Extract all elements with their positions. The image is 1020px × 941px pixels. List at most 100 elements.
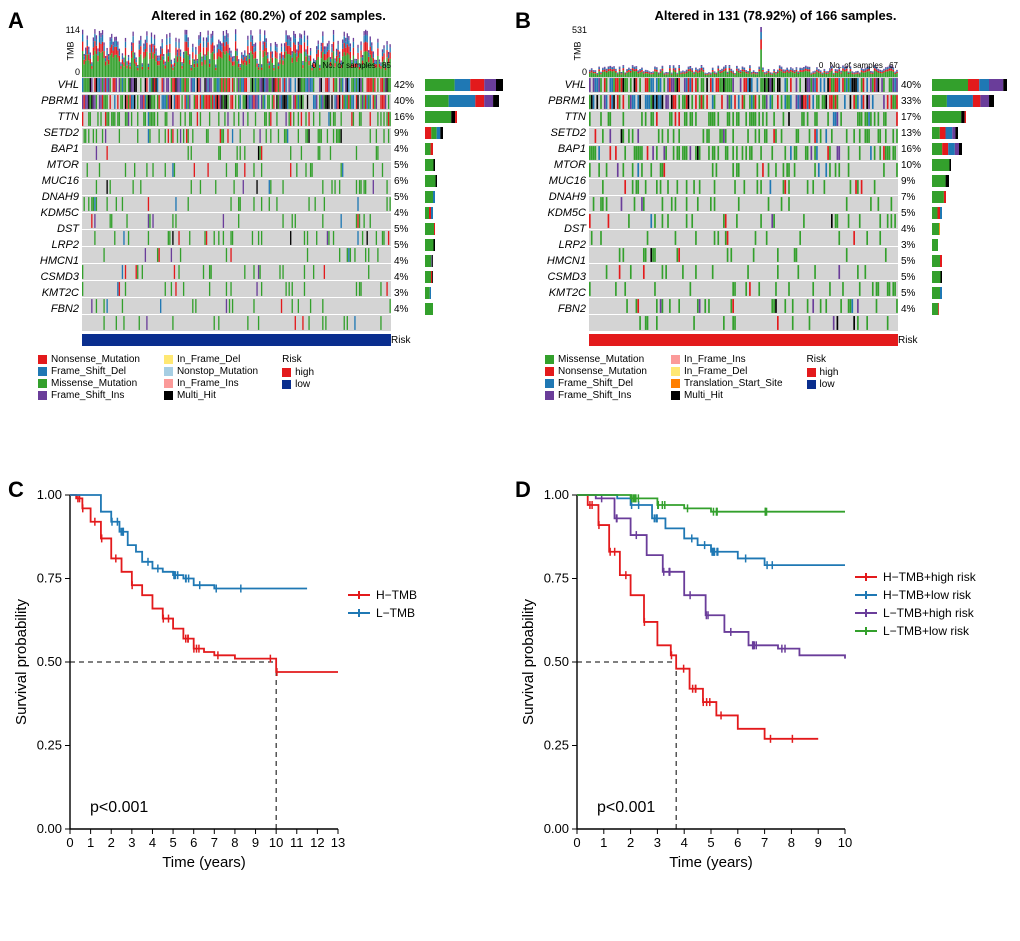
- gene-percent: 42%: [394, 77, 425, 93]
- gene-label: KDM5C: [547, 205, 586, 221]
- legend-item: Nonsense_Mutation: [545, 366, 647, 377]
- svg-text:6: 6: [190, 835, 197, 850]
- gene-percent: 4%: [394, 253, 425, 269]
- gene-percent: 5%: [394, 237, 425, 253]
- gene-percent: 40%: [394, 93, 425, 109]
- svg-text:L−TMB+low risk: L−TMB+low risk: [883, 624, 970, 638]
- panel-letter-A: A: [8, 8, 24, 34]
- gene-label: CSMD3: [547, 269, 586, 285]
- svg-text:4: 4: [149, 835, 156, 850]
- svg-text:0.25: 0.25: [544, 738, 569, 753]
- legend-item: Nonsense_Mutation: [38, 354, 140, 365]
- svg-text:Time (years): Time (years): [669, 854, 753, 871]
- gene-percent: 16%: [394, 109, 425, 125]
- gene-percent: 9%: [901, 173, 932, 189]
- gene-percent: 4%: [394, 205, 425, 221]
- gene-label: PBRM1: [41, 93, 79, 109]
- gene-label: HMCN1: [547, 253, 586, 269]
- svg-text:10: 10: [269, 835, 283, 850]
- gene-percent: 5%: [394, 189, 425, 205]
- legend-item: Frame_Shift_Ins: [38, 390, 140, 401]
- svg-text:2: 2: [627, 835, 634, 850]
- pvalue-label: p<0.001: [597, 799, 655, 817]
- legend-item: high: [282, 367, 314, 378]
- legend-item: Multi_Hit: [671, 390, 783, 401]
- legend-item: Frame_Shift_Del: [545, 378, 647, 389]
- svg-text:1.00: 1.00: [544, 487, 569, 502]
- gene-percent: 9%: [394, 125, 425, 141]
- svg-text:1.00: 1.00: [37, 487, 62, 502]
- gene-label: LRP2: [558, 237, 586, 253]
- legend-item: In_Frame_Del: [164, 354, 258, 365]
- legend-item: Translation_Start_Site: [671, 378, 783, 389]
- svg-text:Survival probability: Survival probability: [520, 599, 537, 725]
- svg-text:0.25: 0.25: [37, 738, 62, 753]
- svg-text:Time (years): Time (years): [162, 854, 246, 871]
- gene-percent: 17%: [901, 109, 932, 125]
- onco-title: Altered in 162 (80.2%) of 202 samples.: [32, 8, 505, 23]
- panel-letter-B: B: [515, 8, 531, 34]
- gene-percent: 13%: [901, 125, 932, 141]
- legend-item: In_Frame_Del: [671, 366, 783, 377]
- gene-percent: 4%: [901, 221, 932, 237]
- gene-label: SETD2: [551, 125, 586, 141]
- svg-text:0: 0: [66, 835, 73, 850]
- gene-label: KMT2C: [549, 285, 586, 301]
- svg-text:1: 1: [87, 835, 94, 850]
- svg-text:0.75: 0.75: [544, 571, 569, 586]
- svg-text:9: 9: [815, 835, 822, 850]
- gene-percent: 5%: [394, 221, 425, 237]
- svg-text:13: 13: [331, 835, 345, 850]
- legend-item: Multi_Hit: [164, 390, 258, 401]
- legend-item: high: [807, 367, 839, 378]
- gene-label: SETD2: [44, 125, 79, 141]
- svg-text:0.50: 0.50: [544, 654, 569, 669]
- svg-text:H−TMB+low risk: H−TMB+low risk: [883, 588, 972, 602]
- gene-label: DNAH9: [42, 189, 79, 205]
- legend-item: Frame_Shift_Del: [38, 366, 140, 377]
- gene-label: DST: [57, 221, 79, 237]
- svg-text:4: 4: [681, 835, 688, 850]
- gene-label: PBRM1: [548, 93, 586, 109]
- svg-text:H−TMB+high risk: H−TMB+high risk: [883, 570, 977, 584]
- svg-text:9: 9: [252, 835, 259, 850]
- gene-label: BAP1: [51, 141, 79, 157]
- gene-percent: 4%: [394, 269, 425, 285]
- gene-percent: 3%: [394, 285, 425, 301]
- gene-percent: 33%: [901, 93, 932, 109]
- legend-item: low: [807, 379, 839, 390]
- gene-label: MTOR: [554, 157, 586, 173]
- svg-text:0.00: 0.00: [544, 821, 569, 836]
- gene-percent: 40%: [901, 77, 932, 93]
- gene-label: HMCN1: [40, 253, 79, 269]
- gene-label: LRP2: [51, 237, 79, 253]
- gene-percent: 5%: [901, 205, 932, 221]
- gene-percent: 3%: [901, 237, 932, 253]
- gene-percent: 7%: [901, 189, 932, 205]
- gene-percent: 5%: [901, 285, 932, 301]
- svg-text:7: 7: [211, 835, 218, 850]
- gene-label: VHL: [565, 77, 586, 93]
- gene-percent: 4%: [394, 301, 425, 317]
- gene-label: DST: [564, 221, 586, 237]
- gene-label: MUC16: [549, 173, 586, 189]
- gene-label: KDM5C: [40, 205, 79, 221]
- gene-percent: 4%: [901, 301, 932, 317]
- gene-percent: 10%: [901, 157, 932, 173]
- gene-label: TTN: [565, 109, 586, 125]
- legend-item: In_Frame_Ins: [164, 378, 258, 389]
- gene-percent: 16%: [901, 141, 932, 157]
- gene-percent: 5%: [901, 269, 932, 285]
- svg-text:6: 6: [734, 835, 741, 850]
- svg-text:L−TMB+high risk: L−TMB+high risk: [883, 606, 975, 620]
- svg-text:2: 2: [108, 835, 115, 850]
- gene-label: MTOR: [47, 157, 79, 173]
- legend-item: Nonstop_Mutation: [164, 366, 258, 377]
- gene-label: DNAH9: [549, 189, 586, 205]
- svg-text:8: 8: [788, 835, 795, 850]
- svg-text:0.50: 0.50: [37, 654, 62, 669]
- onco-title: Altered in 131 (78.92%) of 166 samples.: [539, 8, 1012, 23]
- svg-text:11: 11: [290, 835, 304, 850]
- svg-text:5: 5: [707, 835, 714, 850]
- gene-label: CSMD3: [40, 269, 79, 285]
